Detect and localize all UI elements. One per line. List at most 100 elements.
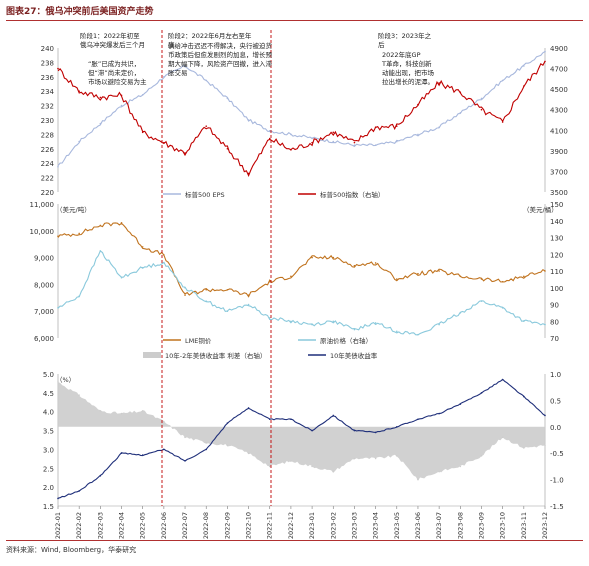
data-point — [226, 444, 229, 447]
y-right-tick-label: 120 — [550, 251, 563, 259]
data-point — [480, 108, 483, 111]
data-point — [544, 414, 546, 417]
series-line — [57, 250, 546, 336]
title-rule — [6, 20, 583, 21]
data-point — [395, 278, 398, 280]
data-point — [544, 50, 546, 53]
data-point — [353, 144, 356, 146]
y-left-tick-label: 5.0 — [43, 371, 54, 379]
data-point — [311, 256, 313, 259]
x-tick-label: 2022-02 — [75, 512, 83, 539]
panel-bottom: 5.0 4.5 4.0 3.5 3.0 2.5 2.0 1.5 1.0 0.5 0.0 -0.5 -1.… — [43, 351, 564, 511]
data-point — [184, 286, 186, 289]
data-point — [290, 418, 292, 421]
data-point — [523, 275, 525, 278]
y-right-tick-label: 4100 — [550, 127, 568, 135]
data-point — [501, 307, 504, 309]
data-point — [78, 295, 80, 297]
legend-label: LME铜价 — [185, 336, 212, 345]
x-tick-label: 2023-08 — [456, 512, 464, 539]
x-tick-label: 2022-01 — [54, 512, 62, 539]
annotation-stage2-title: 底 — [168, 40, 175, 49]
data-point — [78, 90, 80, 92]
data-point — [57, 307, 59, 309]
source-note: 资料来源：Wind, Bloomberg，华泰研究 — [6, 546, 137, 554]
data-point — [523, 447, 525, 449]
data-point — [374, 144, 377, 146]
y-left-tick-label: 232 — [41, 103, 54, 111]
x-tick-label: 2022-04 — [118, 512, 126, 539]
data-point — [247, 452, 250, 455]
data-point — [247, 303, 250, 306]
annotation-stage3-text: 2022年底GP — [382, 50, 421, 59]
series-line — [57, 51, 546, 167]
data-point — [480, 455, 483, 457]
data-point — [501, 280, 504, 283]
data-point — [141, 410, 144, 412]
annotation-stage1-text: 市场以避险交易为主 — [88, 77, 147, 86]
y-right-tick-label: 4500 — [550, 86, 568, 94]
x-tick-label: 2023-07 — [435, 512, 443, 539]
data-point — [480, 278, 483, 280]
data-point — [353, 328, 356, 331]
x-axis: 2022-01 2022-02 2022-03 2022-04 2022-05 2022-… — [54, 505, 549, 539]
annotation-stage1-text: 但“滞”尚未定价， — [88, 68, 140, 77]
data-point — [480, 300, 483, 302]
legend-label: 标普500指数（右轴） — [320, 190, 384, 199]
data-point — [353, 457, 356, 460]
data-point — [163, 261, 165, 264]
data-point — [544, 270, 546, 272]
x-tick-label: 2023-06 — [414, 512, 422, 539]
y-left-tick-label: 222 — [41, 175, 54, 183]
data-point — [268, 137, 271, 140]
data-point — [290, 275, 292, 278]
x-tick-label: 2022-05 — [139, 512, 147, 539]
panel-middle: 11,000 10,000 9,000 8,000 7,000 6,000 150 140 13… — [30, 201, 564, 345]
y-right-tick-label: 130 — [550, 235, 563, 243]
data-point — [501, 79, 504, 82]
x-tick-label: 2023-05 — [393, 512, 401, 539]
data-point — [78, 394, 80, 396]
y-left-tick-label: 3.0 — [43, 446, 54, 454]
y-left-label: （%） — [56, 376, 75, 384]
annotation-stage2-title: 阶段2：2022年6月左右至年 — [168, 31, 252, 40]
y-right-tick-label: 4900 — [550, 45, 568, 53]
data-point — [141, 246, 144, 248]
data-point — [226, 97, 229, 100]
source-rule — [6, 540, 583, 541]
y-left-tick-label: 224 — [41, 160, 55, 168]
data-point — [99, 475, 102, 477]
data-point — [99, 96, 102, 99]
y-left-tick-label: 6,000 — [34, 335, 54, 343]
data-point — [205, 79, 208, 82]
panel-top: 240 238 236 234 232 230 228 226 224 222 220 4900 470… — [41, 45, 568, 199]
data-point — [141, 454, 144, 456]
y-left-label: （美元/吨） — [56, 205, 91, 214]
data-point — [99, 250, 102, 252]
data-point — [205, 125, 208, 127]
data-point — [417, 333, 419, 336]
data-point — [438, 82, 440, 84]
legend-label: 标普500 EPS — [185, 190, 225, 199]
data-point — [57, 497, 59, 500]
x-tick-label: 2023-09 — [477, 512, 485, 539]
series-line — [57, 222, 546, 298]
y-right-tick-label: 110 — [550, 268, 563, 276]
data-point — [120, 104, 123, 107]
y-left-tick-label: 226 — [41, 146, 55, 154]
x-tick-label: 2023-10 — [499, 512, 507, 539]
data-point — [374, 457, 377, 460]
data-point — [523, 65, 525, 67]
data-point — [395, 140, 398, 143]
y-right-tick-label: -1.0 — [550, 477, 564, 485]
data-point — [311, 429, 313, 432]
data-point — [57, 67, 59, 70]
x-tick-label: 2023-02 — [329, 512, 337, 539]
data-point — [205, 300, 208, 302]
y-left-tick-label: 236 — [41, 74, 55, 82]
data-point — [78, 232, 80, 235]
legend-swatch — [143, 352, 161, 358]
data-point — [184, 65, 186, 67]
data-point — [290, 149, 292, 151]
data-point — [226, 148, 229, 150]
